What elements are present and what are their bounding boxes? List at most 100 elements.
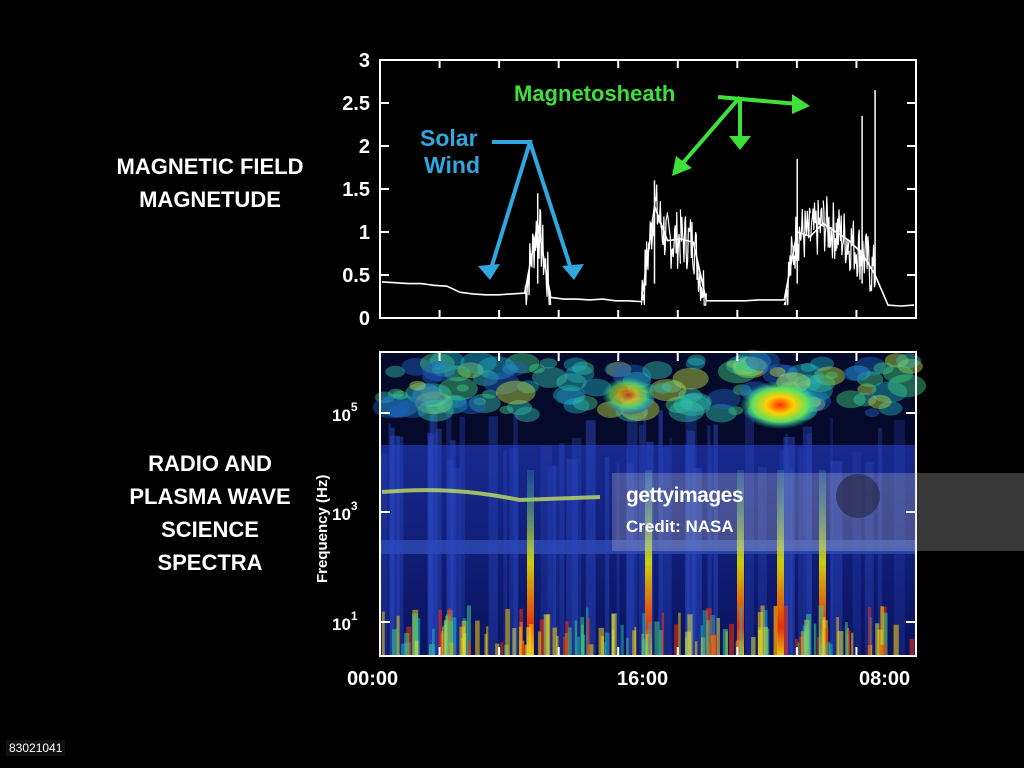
spectrogram-blob <box>668 400 705 423</box>
spectrogram-blob <box>665 396 694 414</box>
spectrogram-blob <box>564 365 595 383</box>
spectrogram-blob <box>884 353 909 368</box>
spectrogram-column <box>450 440 456 655</box>
spectrogram-noise <box>432 628 435 655</box>
spectrogram-column <box>428 414 435 655</box>
magnetic-field-noise-segment <box>848 220 863 280</box>
spectrogram-column <box>692 468 702 655</box>
spectrogram-hotspot <box>740 381 820 429</box>
y-tick-label: 1.5 <box>342 179 370 201</box>
spectrogram-blob <box>528 363 545 374</box>
spectrogram-noise <box>505 609 510 655</box>
spectrogram-noise <box>687 614 693 655</box>
spectrogram-noise <box>396 615 400 655</box>
spectrogram-blob <box>800 362 816 372</box>
spectrogram-blob <box>552 385 586 405</box>
spectrogram-noise <box>598 627 605 655</box>
spectrogram-blob <box>856 371 884 388</box>
spectrogram-column <box>802 426 813 655</box>
spectrogram-noise <box>702 610 708 655</box>
spectrogram-blob <box>422 361 456 382</box>
spectrogram-noise <box>844 622 848 655</box>
spectrogram-column <box>604 456 610 655</box>
spectrogram-column <box>852 452 862 655</box>
spectrogram-blob <box>438 377 478 401</box>
spectrogram-column <box>830 460 843 655</box>
magnetic-field-noise-segment <box>524 219 539 306</box>
spectrogram-column <box>429 432 437 655</box>
spectrogram-blob <box>706 388 741 410</box>
y-tick-label-10-5: 105 <box>332 400 358 425</box>
y-tick-label: 2.5 <box>342 93 370 115</box>
spectrogram-blob <box>499 405 514 415</box>
spectrogram-noise <box>612 613 615 655</box>
spectrogram-column <box>806 433 813 655</box>
solar-wind-arrowhead <box>562 264 584 280</box>
spectrogram-blob <box>444 394 467 408</box>
spectrogram-blob <box>422 371 443 384</box>
spectrogram-noise <box>587 644 594 655</box>
magnetosheath-arrowhead <box>792 94 810 114</box>
magnetic-field-noise-segment <box>679 209 694 271</box>
spectrogram-column <box>709 447 713 655</box>
spectrogram-blob <box>642 361 673 380</box>
spectrogram-noise <box>462 633 467 655</box>
spectrogram-column <box>830 418 834 655</box>
spectrogram-noise <box>574 620 578 655</box>
magnetic-field-noise-segment <box>835 209 850 264</box>
spectrogram-noise <box>818 605 824 655</box>
spectrogram-spike <box>645 470 652 655</box>
spectrogram-blob <box>411 383 447 406</box>
spectrogram-noise <box>674 624 679 655</box>
spectrogram-column <box>381 453 388 655</box>
spectrogram-blob <box>864 408 880 418</box>
spectrogram-noise <box>576 636 580 655</box>
magnetic-field-label-line: MAGNETUDE <box>139 187 281 212</box>
spectrogram-noise <box>824 643 828 655</box>
spectrogram-noise <box>466 605 471 655</box>
spectrogram-noise <box>567 627 572 655</box>
spectrogram-column <box>713 424 718 655</box>
spectrogram-blob <box>836 390 866 409</box>
spectrogram-blob <box>868 394 892 409</box>
spectrogram-noise <box>428 644 435 655</box>
spectrogram-blob <box>871 381 908 403</box>
spectrogram-column <box>643 410 647 655</box>
spectrogram-blob <box>776 364 798 378</box>
spectrogram-blob <box>436 395 468 415</box>
spectrogram-blob <box>740 365 755 374</box>
magnetic-field-label: MAGNETIC FIELD MAGNETUDE <box>92 150 328 216</box>
magnetosheath-annotation: Magnetosheath <box>514 81 810 176</box>
spectrogram-noise <box>438 609 442 655</box>
spectrogram-noise <box>537 631 542 655</box>
spectrogram-noise <box>678 612 681 655</box>
spectrogram-noise <box>500 642 504 655</box>
spectrogram-blob <box>414 391 453 415</box>
spectrogram-noise <box>706 620 710 655</box>
spectrogram-noise <box>528 624 534 655</box>
spectrogram-column <box>430 411 438 655</box>
spectrogram-column <box>685 411 697 655</box>
magnetosheath-arrowhead <box>729 136 751 150</box>
spectrogram-noise <box>880 606 884 655</box>
radio-plasma-label: RADIO AND PLASMA WAVE SCIENCE SPECTRA <box>92 447 328 579</box>
spectrogram-column <box>625 447 628 655</box>
magnetosheath-arrow <box>717 95 799 106</box>
spectrogram-noise <box>645 634 649 655</box>
spectrogram-noise <box>467 641 471 655</box>
spectrogram <box>372 350 927 655</box>
spectrogram-blob <box>825 371 839 380</box>
spectrogram-noise <box>875 623 880 655</box>
x-tick-label: 08:00 <box>859 668 910 690</box>
magnetic-field-noise-segment <box>692 232 707 306</box>
spectrogram-noise <box>556 635 559 655</box>
spectrogram-blob <box>456 384 469 392</box>
spectrogram-blob <box>472 370 499 387</box>
spectrogram-line <box>381 488 601 503</box>
radio-plasma-label-line: SPECTRA <box>157 550 263 575</box>
spectrogram-blob <box>556 387 585 405</box>
spectrogram-blob <box>563 357 588 372</box>
spectrogram-blob <box>728 406 743 415</box>
spectrogram-noise <box>647 622 652 655</box>
spectrogram-noise <box>712 633 718 655</box>
